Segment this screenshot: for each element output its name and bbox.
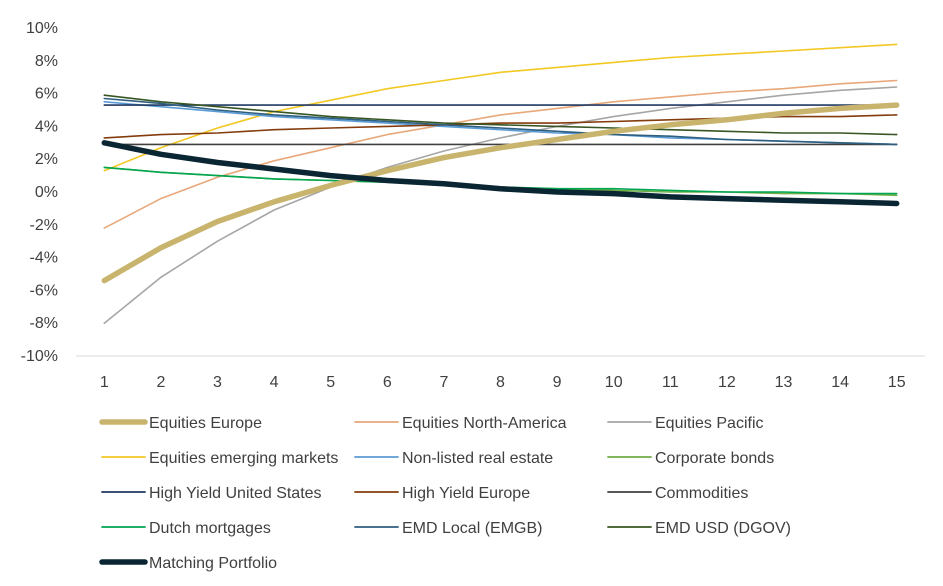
x-tick-label: 4	[270, 374, 279, 391]
x-tick-label: 2	[156, 374, 165, 391]
series-line-emd-local-emgb	[103, 97, 898, 146]
legend-label: EMD Local (EMGB)	[402, 520, 542, 537]
x-tick-label: 5	[326, 374, 335, 391]
legend-label: Equities Europe	[149, 415, 262, 432]
x-tick-label: 10	[605, 374, 623, 391]
axes: -10%-8%-6%-4%-2%0%2%4%6%8%10%1 2 3 4 5 6 7 8 9 10…	[21, 20, 925, 391]
legend-label: Matching Portfolio	[149, 555, 277, 572]
y-tick-label: -2%	[30, 217, 58, 234]
y-tick-label: 6%	[35, 86, 58, 103]
x-tick-label: 6	[383, 374, 392, 391]
legend-label: Dutch mortgages	[149, 520, 271, 537]
y-tick-label: 10%	[26, 20, 58, 37]
x-tick-label: 3	[213, 374, 222, 391]
legend-label: EMD USD (DGOV)	[655, 520, 791, 537]
series-line-emd-usd-dgov	[103, 94, 898, 136]
series-line-equities-north-america	[103, 79, 898, 229]
x-tick-label: 14	[831, 374, 849, 391]
legend-label: Corporate bonds	[655, 450, 774, 467]
x-tick-label: 9	[553, 374, 562, 391]
y-tick-label: 8%	[35, 53, 58, 70]
legend-label: High Yield Europe	[402, 485, 530, 502]
legend-label: Non-listed real estate	[402, 450, 553, 467]
series-lines	[101, 43, 900, 325]
legend: Equities Europe Equities North-America Equ…	[99, 415, 791, 572]
x-tick-label: 13	[775, 374, 793, 391]
legend-label: Equities Pacific	[655, 415, 764, 432]
y-tick-label: -4%	[30, 250, 58, 267]
x-tick-label: 1	[100, 374, 109, 391]
x-tick-label: 12	[718, 374, 736, 391]
legend-label: Commodities	[655, 485, 748, 502]
series-line-equities-pacific	[103, 86, 898, 325]
y-tick-label: 2%	[35, 151, 58, 168]
x-tick-label: 8	[496, 374, 505, 391]
legend-label: Equities emerging markets	[149, 450, 338, 467]
series-line-matching-portfolio	[101, 140, 900, 207]
x-tick-label: 15	[888, 374, 906, 391]
legend-label: Equities North-America	[402, 415, 567, 432]
x-tick-label: 11	[662, 374, 679, 391]
series-line-equities-emerging-markets	[103, 43, 898, 172]
legend-label: High Yield United States	[149, 485, 322, 502]
y-tick-label: -6%	[30, 282, 58, 299]
y-tick-label: 4%	[35, 118, 58, 135]
series-line-equities-europe	[101, 102, 900, 284]
x-tick-label: 7	[439, 374, 448, 391]
y-tick-label: -8%	[30, 315, 58, 332]
y-tick-label: -10%	[21, 348, 58, 365]
y-tick-label: 0%	[35, 184, 58, 201]
